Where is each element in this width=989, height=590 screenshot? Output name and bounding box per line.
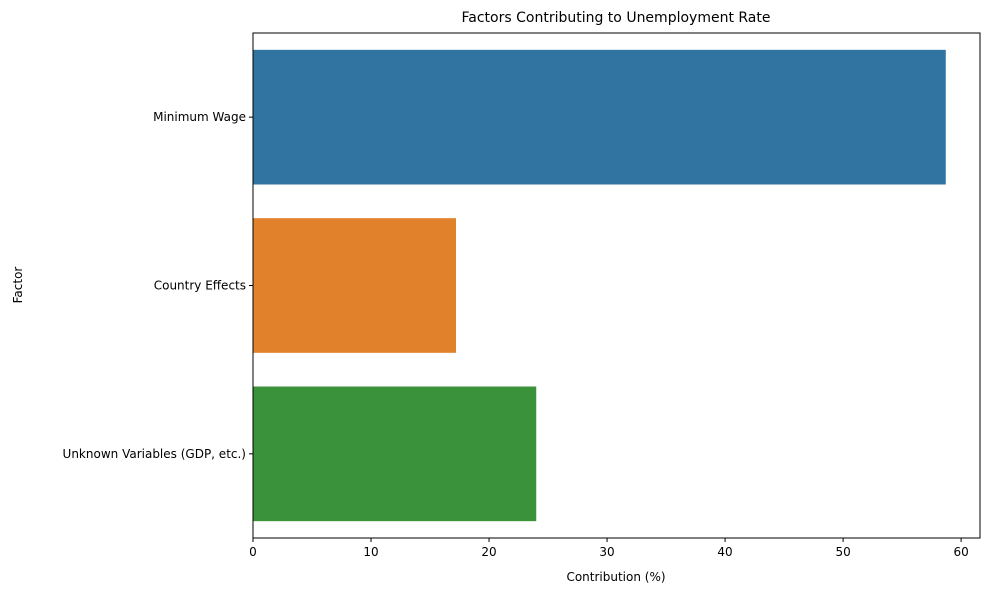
x-tick-label: 50 [835,545,850,559]
plot-frame [252,32,981,539]
x-tick-label: 30 [599,545,614,559]
bar-1 [253,218,456,353]
y-axis-label: Factor [11,267,25,304]
x-axis-label: Contribution (%) [566,570,665,584]
bar-0 [253,49,946,185]
y-tick-label: Unknown Variables (GDP, etc.) [63,447,246,461]
y-tick-label: Minimum Wage [153,110,246,124]
x-tick-label: 60 [953,545,968,559]
x-tick-label: 40 [717,545,732,559]
y-axis-ticks: Minimum Wage Country Effects Unknown Varia… [63,110,253,461]
chart-title: Factors Contributing to Unemployment Rat… [462,10,771,26]
x-tick-label: 20 [481,545,496,559]
bars-group [253,49,946,522]
x-tick-label: 10 [363,545,378,559]
y-tick-label: Country Effects [154,279,246,293]
x-axis-ticks: 0 10 20 30 40 50 60 [249,538,969,559]
bar-2 [253,386,537,522]
x-tick-label: 0 [249,545,257,559]
